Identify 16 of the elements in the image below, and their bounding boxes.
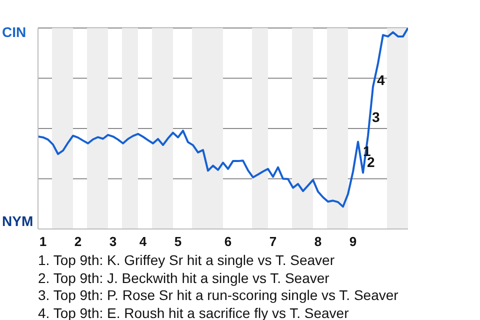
annotation: 4 bbox=[377, 72, 385, 88]
x-tick-label: 4 bbox=[139, 234, 148, 250]
x-tick-label: 8 bbox=[314, 234, 322, 250]
text: NYM bbox=[2, 213, 34, 229]
x-tick-label: 3 bbox=[109, 234, 117, 250]
text: CIN bbox=[2, 24, 26, 40]
x-tick-label: 9 bbox=[349, 234, 357, 250]
x-tick-label: 6 bbox=[224, 234, 232, 250]
text: 3. Top 9th: P. Rose Sr hit a run-scoring single vs T. Seaver bbox=[38, 287, 398, 304]
annotation: 3 bbox=[372, 109, 380, 125]
text: 1. Top 9th: K. Griffey Sr hit a single vs T. Seaver bbox=[38, 252, 336, 270]
x-tick-label: 2 bbox=[74, 234, 82, 250]
x-tick-label: 1 bbox=[39, 234, 47, 250]
x-tick-label: 7 bbox=[269, 234, 277, 250]
x-tick-label: 5 bbox=[174, 234, 182, 250]
text: 2. Top 9th: J. Beckwith hit a single vs T. Seaver bbox=[38, 270, 330, 287]
